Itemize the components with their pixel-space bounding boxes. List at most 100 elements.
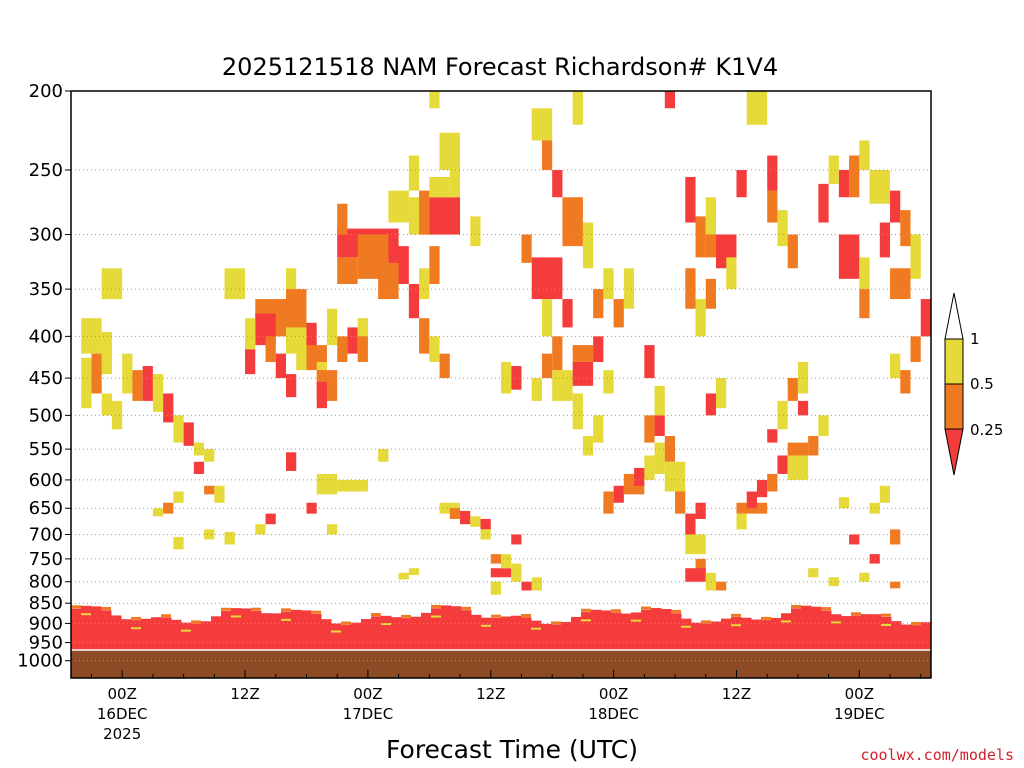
ri-cell xyxy=(163,393,174,423)
ri-cell xyxy=(685,177,696,223)
ri-cell xyxy=(890,268,911,300)
y-tick-label: 500 xyxy=(29,405,63,426)
surface-speckle xyxy=(81,613,91,616)
surface-layer-cell xyxy=(241,608,252,650)
surface-layer-cell xyxy=(861,614,872,650)
surface-speckle xyxy=(191,620,201,624)
ri-cell xyxy=(767,155,778,191)
ri-cell xyxy=(859,289,870,319)
ri-cell xyxy=(787,442,809,456)
ri-cell xyxy=(255,524,266,535)
ri-cell xyxy=(337,336,348,362)
surface-speckle xyxy=(251,607,261,611)
ri-cell xyxy=(439,353,450,379)
surface-layer-cell xyxy=(131,620,142,650)
surface-layer-cell xyxy=(681,618,692,650)
ri-cell xyxy=(644,455,655,480)
ri-cell xyxy=(664,91,676,109)
surface-speckle xyxy=(631,619,641,622)
ri-cell xyxy=(879,485,891,503)
credit-link[interactable]: coolwx.com/models xyxy=(860,746,1014,764)
ri-cell xyxy=(101,331,112,375)
ri-cell xyxy=(562,299,573,328)
ri-cell xyxy=(603,268,614,300)
y-tick-label: 950 xyxy=(29,633,63,654)
ri-cell xyxy=(388,190,409,223)
surface-layer-cell xyxy=(631,612,642,650)
ri-cell xyxy=(531,378,542,401)
ri-cell xyxy=(419,190,430,235)
ri-cell xyxy=(224,268,246,300)
surface-layer-cell xyxy=(321,619,332,650)
ri-cell xyxy=(429,177,450,198)
surface-layer-cell xyxy=(781,613,792,650)
ri-cell xyxy=(552,169,563,198)
ri-cell xyxy=(890,529,901,545)
ri-cell xyxy=(378,262,399,300)
surface-layer-cell xyxy=(481,617,492,650)
ri-cell xyxy=(193,442,205,456)
ri-cell xyxy=(685,568,706,582)
x-tick-date: 16DEC xyxy=(97,705,148,723)
ri-cell xyxy=(705,197,716,235)
ri-cell xyxy=(787,455,809,480)
surface-layer-cell xyxy=(821,610,832,650)
surface-layer-cell xyxy=(151,617,162,650)
surface-speckle xyxy=(401,614,411,618)
ri-cell xyxy=(490,568,512,578)
ri-cell xyxy=(245,349,256,375)
surface-speckle xyxy=(611,609,621,613)
ri-cell xyxy=(849,155,860,198)
ri-cell xyxy=(152,508,164,517)
surface-layer-cell xyxy=(871,614,882,650)
ri-cell xyxy=(777,400,788,430)
legend-label: 1 xyxy=(970,330,980,348)
ri-cell xyxy=(265,513,276,525)
ri-cell xyxy=(122,353,133,394)
ri-cell xyxy=(654,385,665,416)
surface-layer-cell xyxy=(381,615,392,650)
surface-layer-cell xyxy=(561,621,572,650)
surface-layer-cell xyxy=(81,605,92,650)
ri-cell xyxy=(408,155,420,191)
ri-cell xyxy=(296,336,307,371)
y-tick-label: 700 xyxy=(29,524,63,545)
y-tick-label: 800 xyxy=(29,572,63,593)
surface-layer-cell xyxy=(191,623,202,650)
ri-cell xyxy=(214,485,225,503)
surface-layer-cell xyxy=(451,606,462,650)
surface-layer-cell xyxy=(281,611,292,650)
ri-cell xyxy=(838,234,860,279)
ri-cell xyxy=(101,268,123,300)
ri-cell xyxy=(152,374,164,412)
ri-cell xyxy=(91,353,102,394)
ri-cell xyxy=(572,393,583,430)
surface-layer-cell xyxy=(511,615,522,650)
surface-layer-cell xyxy=(651,607,662,650)
ri-cell xyxy=(746,91,768,125)
ri-cell xyxy=(541,299,553,337)
x-tick-date: 17DEC xyxy=(343,705,394,723)
ri-cell xyxy=(501,554,512,569)
surface-layer-cell xyxy=(221,611,232,650)
surface-layer-cell xyxy=(231,608,242,650)
surface-speckle xyxy=(371,613,381,617)
ri-cell xyxy=(695,502,706,519)
ri-cell xyxy=(142,366,153,401)
surface-layer-cell xyxy=(621,613,632,650)
ri-cell xyxy=(480,518,491,530)
legend-swatch-0.25-0.5 xyxy=(944,383,964,430)
ri-cell xyxy=(613,299,624,328)
surface-layer-cell xyxy=(401,618,412,650)
surface-layer-cell xyxy=(531,620,542,650)
surface-layer-cell xyxy=(881,616,892,650)
surface-speckle xyxy=(641,606,651,610)
surface-layer-cell xyxy=(391,617,402,650)
ri-cell xyxy=(654,442,665,474)
surface-speckle xyxy=(161,614,171,618)
chart-title: 2025121518 NAM Forecast Richardson# K1V4 xyxy=(222,53,778,81)
ri-cell xyxy=(910,336,921,362)
surface-layer-cell xyxy=(301,610,312,650)
surface-speckle xyxy=(461,606,471,610)
ri-cell xyxy=(408,568,420,576)
